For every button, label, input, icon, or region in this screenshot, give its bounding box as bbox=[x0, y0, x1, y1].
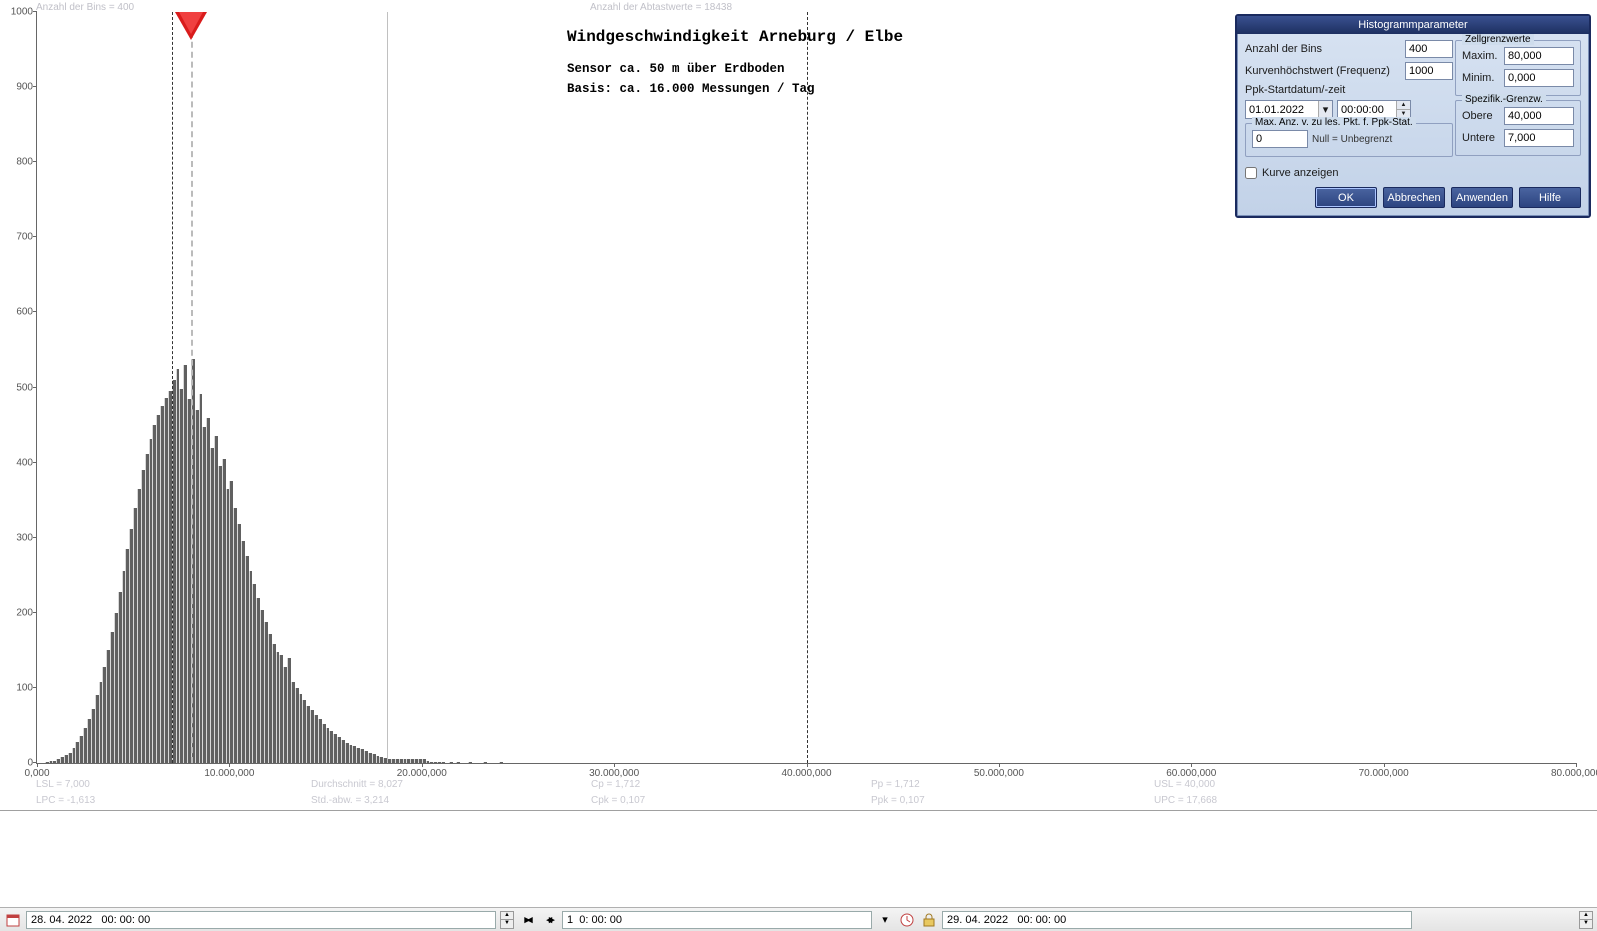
reference-line bbox=[387, 12, 388, 763]
stat-cp: Cp = 1,712 bbox=[591, 779, 640, 790]
reference-line bbox=[807, 12, 808, 763]
stat-lsl: LSL = 7,000 bbox=[36, 779, 90, 790]
bins-label: Anzahl der Bins bbox=[1245, 43, 1401, 55]
cell-max-label: Maxim. bbox=[1462, 50, 1500, 62]
cell-min-label: Minim. bbox=[1462, 72, 1500, 84]
ok-button[interactable]: OK bbox=[1315, 187, 1377, 208]
span-dropdown-icon[interactable]: ▾ bbox=[876, 911, 894, 929]
cancel-button[interactable]: Abbrechen bbox=[1383, 187, 1445, 208]
stat-lpc: LPC = -1,613 bbox=[36, 795, 95, 806]
y-tick-label: 800 bbox=[3, 157, 33, 168]
stat-pp: Pp = 1,712 bbox=[871, 779, 920, 790]
reference-line bbox=[191, 12, 193, 763]
help-button[interactable]: Hilfe bbox=[1519, 187, 1581, 208]
x-tick-label: 80.000,000 bbox=[1551, 768, 1597, 779]
spec-legend: Spezifik.-Grenzw. bbox=[1462, 94, 1546, 105]
freq-label: Kurvenhöchstwert (Frequenz) bbox=[1245, 65, 1401, 77]
maxpts-legend: Max. Anz. v. zu les. Pkt. f. Ppk-Stat. bbox=[1252, 117, 1416, 128]
clock-icon[interactable] bbox=[898, 911, 916, 929]
calendar-icon[interactable] bbox=[4, 911, 22, 929]
stat-usl: USL = 40,000 bbox=[1154, 779, 1215, 790]
freq-input[interactable] bbox=[1405, 62, 1453, 80]
histogram-bar bbox=[483, 762, 487, 763]
x-tick-label: 0,000 bbox=[24, 768, 49, 779]
ppk-time-input[interactable] bbox=[1338, 101, 1396, 118]
histogram-bar bbox=[449, 762, 453, 763]
ppk-date-label: Ppk-Startdatum/-zeit bbox=[1245, 84, 1453, 96]
y-tick-label: 200 bbox=[3, 607, 33, 618]
histogram-bar bbox=[456, 762, 460, 763]
spin-up-icon[interactable]: ▲ bbox=[1580, 912, 1592, 921]
expand-right-icon[interactable]: ◂▸ bbox=[540, 911, 558, 929]
x-tick-label: 10.000,000 bbox=[204, 768, 254, 779]
x-tick-label: 60.000,000 bbox=[1166, 768, 1216, 779]
cell-min-input[interactable] bbox=[1504, 69, 1574, 87]
lock-icon[interactable] bbox=[920, 911, 938, 929]
spec-lower-input[interactable] bbox=[1504, 129, 1574, 147]
stat-cpk: Cpk = 0,107 bbox=[591, 795, 645, 806]
histogram-params-dialog: Histogrammparameter Anzahl der Bins Kurv… bbox=[1235, 14, 1591, 218]
spin-down-icon[interactable]: ▼ bbox=[1580, 920, 1592, 928]
spec-lower-label: Untere bbox=[1462, 132, 1500, 144]
stat-std: Std.-abw. = 3,214 bbox=[311, 795, 389, 806]
apply-button[interactable]: Anwenden bbox=[1451, 187, 1513, 208]
cell-legend: Zellgrenzwerte bbox=[1462, 34, 1534, 45]
ppk-date-input[interactable] bbox=[1246, 101, 1318, 118]
spec-upper-input[interactable] bbox=[1504, 107, 1574, 125]
y-tick-label: 500 bbox=[3, 382, 33, 393]
stat-ppk: Ppk = 0,107 bbox=[871, 795, 925, 806]
mean-marker-icon bbox=[175, 12, 207, 40]
y-tick-label: 1000 bbox=[3, 7, 33, 18]
chart-subtitle-2: Basis: ca. 16.000 Messungen / Tag bbox=[567, 82, 815, 96]
histogram-bar bbox=[499, 762, 503, 763]
dialog-title: Histogrammparameter bbox=[1237, 16, 1589, 34]
end-datetime-input[interactable] bbox=[942, 911, 1412, 929]
span-input[interactable] bbox=[562, 911, 872, 929]
show-curve-label: Kurve anzeigen bbox=[1262, 167, 1338, 179]
spin-up-icon[interactable]: ▲ bbox=[501, 912, 513, 921]
collapse-left-icon[interactable]: ▸◂ bbox=[518, 911, 536, 929]
y-tick-label: 400 bbox=[3, 457, 33, 468]
cell-max-input[interactable] bbox=[1504, 47, 1574, 65]
show-curve-input[interactable] bbox=[1245, 167, 1257, 179]
x-tick-label: 20.000,000 bbox=[397, 768, 447, 779]
x-tick-label: 40.000,000 bbox=[781, 768, 831, 779]
y-tick-label: 700 bbox=[3, 232, 33, 243]
y-tick-label: 600 bbox=[3, 307, 33, 318]
stat-upc: UPC = 17,668 bbox=[1154, 795, 1217, 806]
stat-avg: Durchschnitt = 8,027 bbox=[311, 779, 403, 790]
maxpts-note: Null = Unbegrenzt bbox=[1312, 134, 1392, 145]
time-range-toolbar: ▲▼ ▸◂ ◂▸ ▾ ▲▼ bbox=[0, 907, 1597, 931]
x-tick-label: 50.000,000 bbox=[974, 768, 1024, 779]
end-spinner[interactable]: ▲▼ bbox=[1579, 911, 1593, 929]
histogram-bar bbox=[441, 762, 445, 763]
histogram-bar bbox=[468, 762, 472, 763]
show-curve-checkbox[interactable]: Kurve anzeigen bbox=[1245, 167, 1581, 179]
reference-line bbox=[172, 12, 173, 763]
maxpts-input[interactable] bbox=[1252, 130, 1308, 148]
dropdown-icon[interactable]: ▾ bbox=[1318, 101, 1332, 118]
y-tick-label: 0 bbox=[3, 758, 33, 769]
y-tick-label: 900 bbox=[3, 82, 33, 93]
bins-input[interactable] bbox=[1405, 40, 1453, 58]
chart-title: Windgeschwindigkeit Arneburg / Elbe bbox=[567, 28, 903, 46]
spec-upper-label: Obere bbox=[1462, 110, 1500, 122]
start-spinner[interactable]: ▲▼ bbox=[500, 911, 514, 929]
x-tick-label: 30.000,000 bbox=[589, 768, 639, 779]
spin-down-icon[interactable]: ▼ bbox=[501, 920, 513, 928]
start-datetime-input[interactable] bbox=[26, 911, 496, 929]
spin-up-icon[interactable]: ▲ bbox=[1397, 101, 1410, 110]
x-tick-label: 70.000,000 bbox=[1359, 768, 1409, 779]
chart-subtitle-1: Sensor ca. 50 m über Erdboden bbox=[567, 62, 785, 76]
y-tick-label: 300 bbox=[3, 532, 33, 543]
y-tick-label: 100 bbox=[3, 682, 33, 693]
